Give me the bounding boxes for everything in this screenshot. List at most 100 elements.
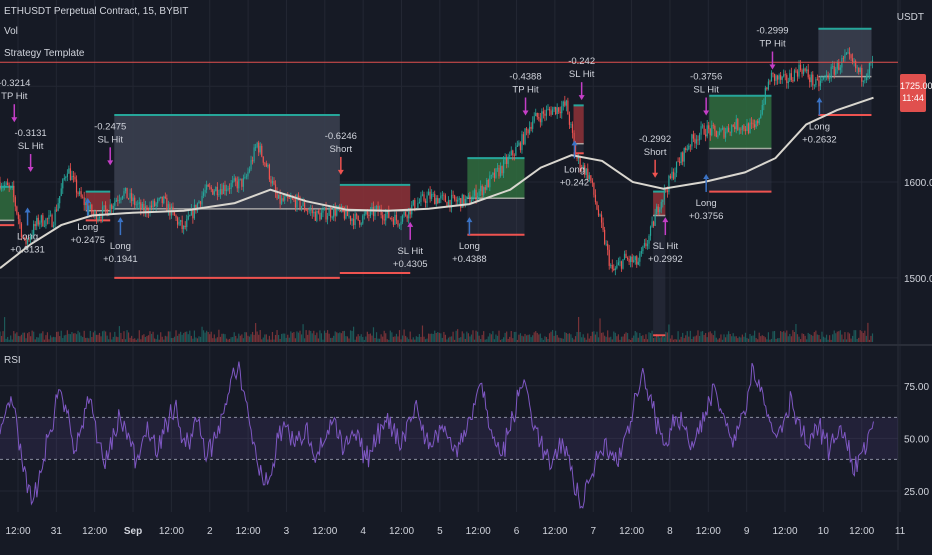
candle-body bbox=[259, 145, 261, 153]
candle-body bbox=[708, 125, 710, 129]
volume-bar bbox=[146, 336, 148, 342]
candle-body bbox=[198, 201, 200, 204]
trade-zone bbox=[709, 95, 772, 149]
rsi-axis-label: 75.00 bbox=[904, 382, 929, 393]
candle-body bbox=[568, 114, 571, 125]
time-axis-label: 10 bbox=[818, 526, 830, 537]
candle-body bbox=[665, 188, 667, 191]
trade-label: +0.2992 bbox=[648, 254, 683, 265]
volume-bar bbox=[865, 335, 867, 342]
candle-body bbox=[584, 165, 586, 175]
volume-bar bbox=[109, 332, 111, 342]
candle-body bbox=[251, 160, 254, 162]
candle-body bbox=[539, 118, 541, 123]
candle-body bbox=[371, 207, 373, 210]
volume-bar bbox=[333, 335, 335, 342]
volume-bar bbox=[827, 339, 829, 342]
time-axis-label: 9 bbox=[744, 526, 750, 537]
candle-body bbox=[529, 126, 531, 134]
volume-bar bbox=[836, 331, 838, 342]
volume-bar bbox=[383, 330, 385, 342]
strategy-legend[interactable]: Strategy Template bbox=[4, 48, 85, 59]
candle-body bbox=[245, 176, 248, 178]
volume-bar bbox=[573, 339, 575, 342]
volume-bar bbox=[786, 330, 788, 342]
candle-body bbox=[864, 80, 866, 81]
candle-body bbox=[279, 194, 281, 204]
symbol-title[interactable]: ETHUSDT Perpetual Contract, 15, BYBIT bbox=[4, 6, 189, 17]
volume-bar bbox=[502, 337, 505, 342]
volume-bar bbox=[564, 332, 566, 342]
candle-body bbox=[232, 180, 234, 183]
candle-body bbox=[143, 203, 145, 213]
candle-body bbox=[178, 221, 180, 225]
volume-bar bbox=[62, 338, 64, 342]
candle-body bbox=[558, 107, 560, 112]
candle-body bbox=[46, 218, 49, 220]
volume-bar bbox=[766, 339, 768, 342]
volume-bar bbox=[26, 333, 29, 342]
candle-body bbox=[16, 206, 18, 214]
volume-bar bbox=[587, 333, 589, 342]
candle-body bbox=[287, 195, 289, 199]
volume-bar bbox=[86, 337, 88, 342]
volume-bar bbox=[13, 331, 15, 342]
rsi-axis-label: 50.00 bbox=[904, 434, 929, 445]
volume-bar bbox=[803, 333, 805, 342]
candle-body bbox=[56, 209, 58, 211]
candle-body bbox=[818, 79, 820, 87]
candle-body bbox=[588, 175, 590, 180]
volume-bar bbox=[268, 335, 270, 342]
candle-body bbox=[778, 75, 780, 80]
candle-body bbox=[328, 209, 330, 216]
volume-bar bbox=[351, 330, 353, 342]
candle-body bbox=[747, 123, 750, 134]
candle-body bbox=[406, 215, 408, 219]
volume-bar bbox=[222, 333, 225, 342]
volume-bar bbox=[277, 334, 280, 342]
candle-body bbox=[472, 195, 474, 201]
volume-bar bbox=[255, 323, 257, 342]
candle-body bbox=[101, 206, 104, 219]
volume-bar bbox=[752, 335, 754, 342]
volume-bar bbox=[799, 339, 802, 342]
candle-body bbox=[354, 214, 356, 226]
candle-body bbox=[819, 80, 822, 87]
candle-body bbox=[688, 145, 690, 150]
volume-bar bbox=[685, 335, 687, 342]
rsi-legend[interactable]: RSI bbox=[4, 355, 21, 366]
volume-bar bbox=[360, 334, 362, 342]
candle-body bbox=[30, 236, 32, 240]
volume-bar bbox=[662, 335, 664, 342]
volume-bar bbox=[527, 334, 529, 342]
candle-body bbox=[770, 72, 773, 82]
volume-bar bbox=[54, 337, 56, 342]
candle-body bbox=[726, 127, 728, 132]
candle-body bbox=[71, 175, 73, 181]
volume-bar bbox=[293, 332, 295, 342]
candle-body bbox=[521, 134, 523, 151]
candle-body bbox=[323, 207, 326, 210]
candle-body bbox=[164, 196, 166, 199]
vol-legend[interactable]: Vol bbox=[4, 26, 18, 37]
candle-body bbox=[297, 195, 300, 198]
volume-bar bbox=[219, 336, 222, 342]
candle-body bbox=[506, 158, 508, 164]
candle-body bbox=[26, 238, 29, 244]
candle-body bbox=[705, 134, 707, 137]
candle-body bbox=[763, 103, 765, 106]
volume-bar bbox=[22, 332, 24, 342]
candle-body bbox=[311, 209, 313, 214]
candle-body bbox=[62, 179, 64, 189]
candle-body bbox=[633, 260, 635, 263]
volume-bar bbox=[36, 337, 38, 342]
time-axis-label: 3 bbox=[284, 526, 290, 537]
volume-bar bbox=[369, 333, 372, 342]
volume-bar bbox=[180, 331, 182, 342]
volume-bar bbox=[320, 333, 323, 342]
volume-bar bbox=[388, 339, 390, 342]
candle-body bbox=[357, 215, 359, 221]
candle-body bbox=[858, 67, 860, 72]
